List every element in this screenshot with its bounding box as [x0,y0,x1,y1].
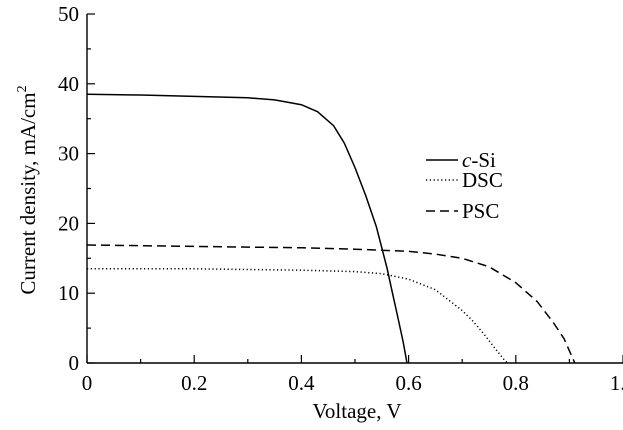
legend-label-dsc: DSC [462,168,503,192]
x-axis-title: Voltage, V [312,399,401,423]
y-tick-label: 20 [58,211,79,235]
legend-label-italic-part: c [462,148,472,172]
series-line-c-si [86,93,408,364]
y-axis-title: Current density, mA/cm2 [15,85,40,294]
legend-label-c-si: c-Si [462,148,496,172]
y-axis-title-superscript: 2 [15,85,30,92]
y-tick-label: 40 [58,72,79,96]
y-axis-ticks: 0 10 20 30 40 50 [58,2,95,375]
y-tick-label: 50 [58,2,79,26]
legend-label-rest-part: -Si [471,148,496,172]
plot-axes [86,14,623,364]
x-tick-label: 0.6 [395,371,421,395]
legend-label-psc: PSC [462,199,499,223]
y-tick-label: 30 [58,142,79,166]
y-axis-title-text: Current density, mA/cm [16,92,40,294]
x-tick-label: 0.2 [181,371,207,395]
x-tick-label: 1.0 [610,371,623,395]
x-tick-label: 0.8 [503,371,529,395]
x-tick-label: 0 [82,371,93,395]
y-tick-label: 10 [58,281,79,305]
series-line-dsc [87,268,509,364]
series-line-psc [86,244,576,364]
x-axis-ticks: 0 0.2 0.4 0.6 0.8 1.0 [82,355,623,395]
x-tick-label: 0.4 [288,371,315,395]
series-layer [86,93,576,364]
y-tick-label: 0 [69,351,80,375]
